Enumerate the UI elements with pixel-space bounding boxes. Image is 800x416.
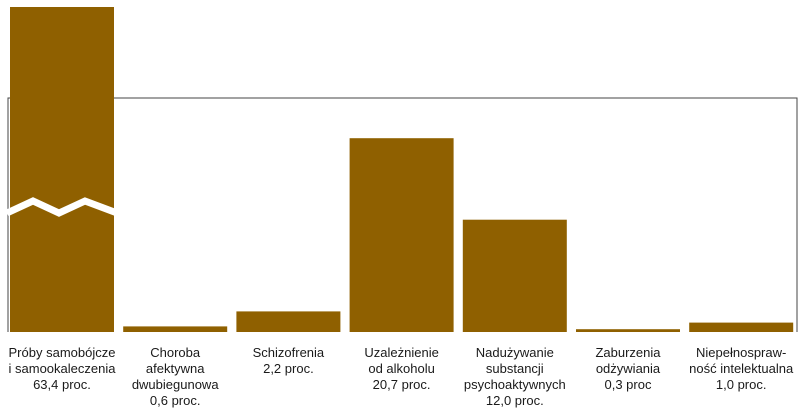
category-label-line: Schizofrenia	[252, 345, 325, 360]
category-label-line: Choroba	[150, 345, 201, 360]
category-label-line: substancji	[485, 361, 544, 376]
bar-4	[462, 219, 567, 332]
category-label-line: Uzależnienie	[364, 345, 439, 360]
category-label-3: Uzależnienie od alkoholu 20,7 proc.	[338, 345, 466, 393]
bar-0	[10, 7, 114, 332]
category-label-line: 12,0 proc.	[485, 393, 544, 408]
category-label-line: odżywiania	[595, 361, 661, 376]
category-label-line: 0,6 proc.	[149, 393, 201, 408]
bar-2	[236, 311, 341, 332]
category-label-line: Próby samobójcze	[8, 345, 116, 360]
category-label-line: 2,2 proc.	[263, 361, 314, 376]
category-label-line: i samookaleczenia	[8, 361, 116, 376]
category-label-line: Niepełnospraw-	[696, 345, 787, 360]
bar-3	[349, 138, 454, 332]
category-label-line: psychoaktywnych	[463, 377, 566, 392]
category-label-line: 0,3 proc	[604, 377, 652, 392]
category-label-4: Nadużywanie substancji psychoaktywnych 12,0…	[451, 345, 579, 409]
category-label-5: Zaburzenia odżywiania 0,3 proc	[564, 345, 692, 393]
category-label-line: 20,7 proc.	[372, 377, 431, 392]
category-label-line: dwubiegunowa	[131, 377, 219, 392]
bars	[5, 7, 794, 332]
bar-1	[123, 326, 228, 332]
category-label-line: ność intelektualna	[689, 361, 794, 376]
bar-5	[576, 329, 680, 332]
category-label-line: 1,0 proc.	[715, 377, 767, 392]
category-label-6: Niepełnospraw-ność intelektualna 1,0 proc…	[677, 345, 800, 393]
category-label-line: Nadużywanie	[475, 345, 554, 360]
category-label-0: Próby samobójcze i samookaleczenia 63,4 pr…	[0, 345, 126, 393]
category-label-line: od alkoholu	[368, 361, 435, 376]
category-label-2: Schizofrenia 2,2 proc.	[224, 345, 352, 377]
category-label-1: Choroba afektywna dwubiegunowa 0,6 proc.	[111, 345, 239, 409]
category-label-line: Zaburzenia	[595, 345, 661, 360]
bar-6	[689, 322, 794, 332]
category-label-line: afektywna	[145, 361, 205, 376]
axis-break-mark	[5, 197, 119, 217]
category-label-line: 63,4 proc.	[33, 377, 91, 392]
